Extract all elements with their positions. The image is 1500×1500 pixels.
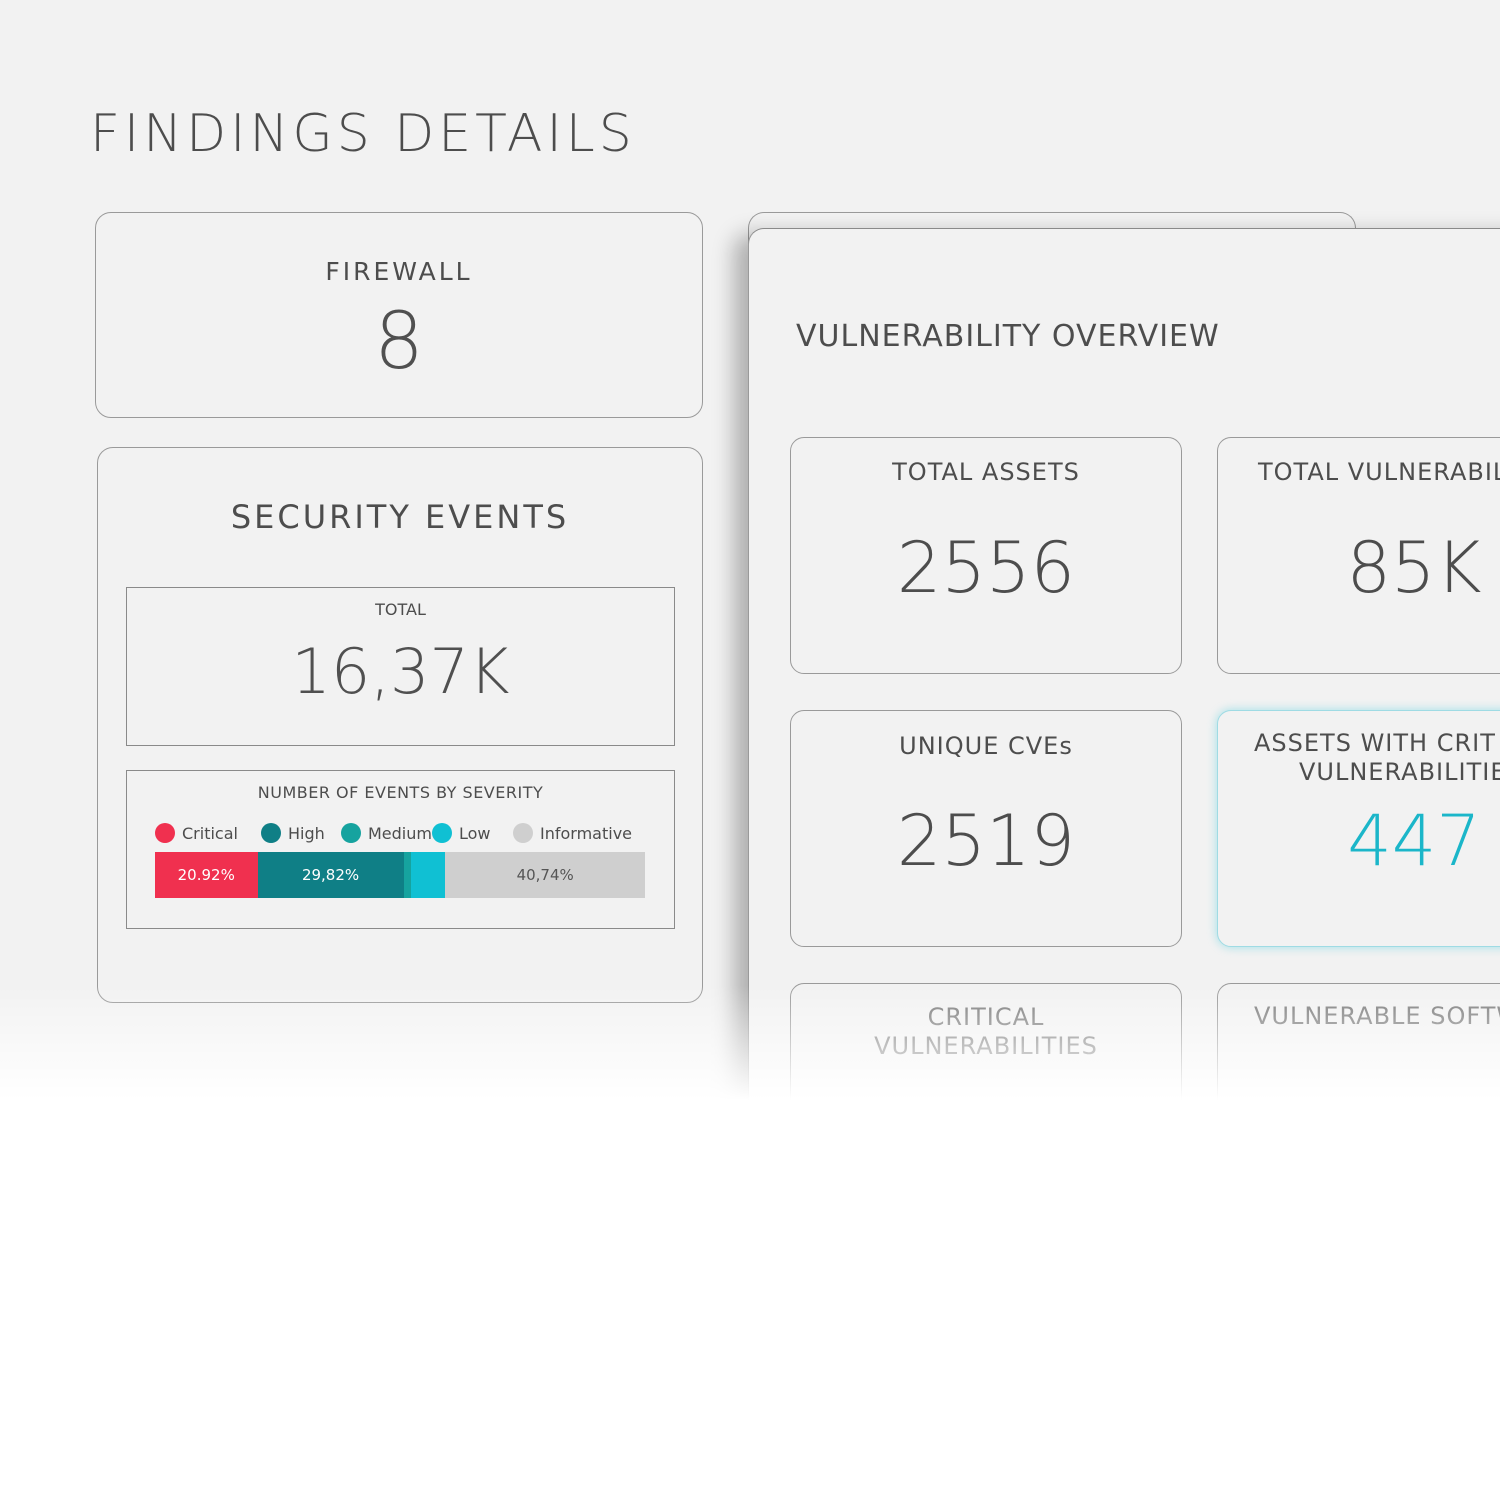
total-events-box: TOTAL 16,37K <box>126 587 675 746</box>
severity-segment-critical[interactable]: 20.92% <box>155 852 258 898</box>
legend-item-high[interactable]: High <box>261 821 325 845</box>
legend-item-low[interactable]: Low <box>432 821 491 845</box>
legend-dot-high <box>261 823 281 843</box>
severity-legend: Critical High Medium Low Informative <box>155 821 655 845</box>
legend-label-medium: Medium <box>368 823 432 843</box>
legend-item-informative[interactable]: Informative <box>513 821 632 845</box>
vulnerability-overview-panel: VULNERABILITY OVERVIEW TOTAL ASSETS 2556… <box>748 228 1500 1105</box>
legend-dot-medium <box>341 823 361 843</box>
severity-segment-medium[interactable] <box>403 852 411 898</box>
total-assets-value: 2556 <box>896 527 1076 609</box>
unique-cves-tile[interactable]: UNIQUE CVEs 2519 <box>790 710 1182 947</box>
critical-vulnerabilities-label-line1: CRITICAL <box>927 1003 1045 1031</box>
total-assets-tile[interactable]: TOTAL ASSETS 2556 <box>790 437 1182 674</box>
assets-with-critical-label-line2: VULNERABILITIE <box>1299 758 1500 786</box>
vulnerable-software-label: VULNERABLE SOFTW <box>1254 1002 1500 1030</box>
security-events-title: SECURITY EVENTS <box>230 498 570 536</box>
total-vulnerabilities-label: TOTAL VULNERABILI <box>1258 458 1500 486</box>
assets-with-critical-label-line1: ASSETS WITH CRIT <box>1254 729 1496 757</box>
unique-cves-value: 2519 <box>896 800 1076 882</box>
severity-chart-box: NUMBER OF EVENTS BY SEVERITY Critical Hi… <box>126 770 675 929</box>
legend-dot-informative <box>513 823 533 843</box>
firewall-value: 8 <box>374 297 424 387</box>
total-vulnerabilities-value: 85K <box>1346 527 1482 609</box>
legend-dot-critical <box>155 823 175 843</box>
total-events-value: 16,37K <box>291 635 510 708</box>
critical-vulnerabilities-tile[interactable]: CRITICAL VULNERABILITIES <box>790 983 1182 1105</box>
critical-vulnerabilities-label-line2: VULNERABILITIES <box>874 1032 1098 1060</box>
legend-item-medium[interactable]: Medium <box>341 821 432 845</box>
unique-cves-label: UNIQUE CVEs <box>899 732 1073 760</box>
legend-label-low: Low <box>459 823 491 843</box>
firewall-card[interactable]: FIREWALL 8 <box>95 212 703 418</box>
assets-with-critical-tile[interactable]: ASSETS WITH CRIT VULNERABILITIE 447 <box>1217 710 1500 947</box>
severity-chart-title: NUMBER OF EVENTS BY SEVERITY <box>257 783 544 802</box>
total-vulnerabilities-tile[interactable]: TOTAL VULNERABILI 85K <box>1217 437 1500 674</box>
severity-segment-low[interactable] <box>410 852 446 898</box>
severity-segment-high[interactable]: 29,82% <box>257 852 404 898</box>
vulnerability-overview-title: VULNERABILITY OVERVIEW <box>796 319 1220 354</box>
legend-label-high: High <box>288 823 325 843</box>
page-title: FINDINGS DETAILS <box>90 104 636 164</box>
vulnerable-software-tile[interactable]: VULNERABLE SOFTW <box>1217 983 1500 1105</box>
legend-item-critical[interactable]: Critical <box>155 821 238 845</box>
severity-segment-informative[interactable]: 40,74% <box>445 852 645 898</box>
security-events-card[interactable]: SECURITY EVENTS TOTAL 16,37K NUMBER OF E… <box>97 447 703 1003</box>
total-assets-label: TOTAL ASSETS <box>892 458 1080 486</box>
firewall-label: FIREWALL <box>325 257 473 286</box>
dashboard-background: FINDINGS DETAILS FIREWALL 8 SECURITY EVE… <box>0 0 1500 1105</box>
total-events-label: TOTAL <box>375 600 426 619</box>
legend-label-informative: Informative <box>540 823 632 843</box>
severity-stacked-bar: 20.92% 29,82% 40,74% <box>155 852 645 898</box>
legend-dot-low <box>432 823 452 843</box>
assets-with-critical-value: 447 <box>1347 800 1481 882</box>
legend-label-critical: Critical <box>182 823 238 843</box>
